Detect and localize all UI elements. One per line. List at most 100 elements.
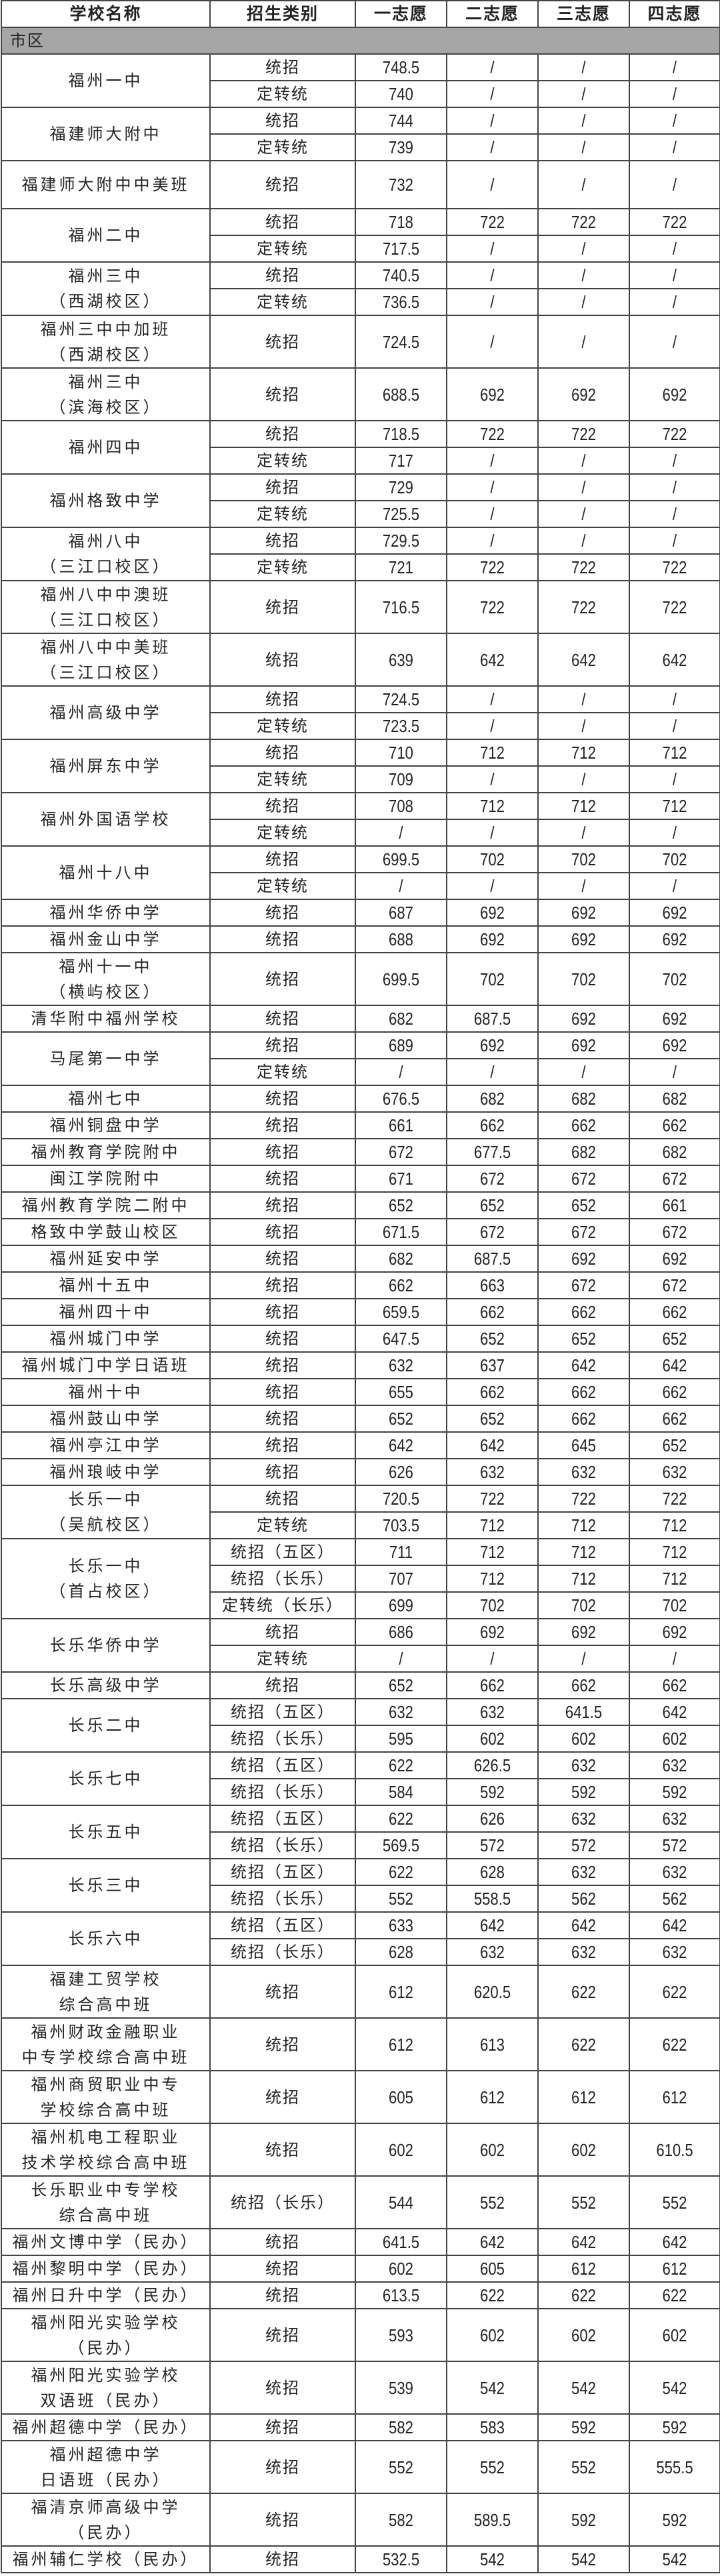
school-name: 福州华侨中学 xyxy=(1,899,211,927)
table-row: 长乐高级中学 统招 652 662 662 662 xyxy=(1,1671,720,1699)
score-choice-1: 744 xyxy=(361,107,441,135)
score-choice-2: / xyxy=(453,107,532,135)
score-choice-3: 642 xyxy=(544,1351,623,1379)
score-choice-4: / xyxy=(635,288,714,316)
score-choice-4: 612 xyxy=(635,2070,714,2124)
score-choice-3: 562 xyxy=(544,1885,623,1913)
school-name: 福州四十中 xyxy=(1,1298,211,1326)
score-choice-2: 558.5 xyxy=(453,1885,532,1913)
school-name: 福州十八中 xyxy=(1,845,211,900)
score-choice-4: 642 xyxy=(635,1911,714,1939)
score-choice-1: 717.5 xyxy=(361,235,441,263)
score-choice-1: 612 xyxy=(361,2017,441,2071)
table-row: 福州教育学院二附中 统招 652 652 652 661 xyxy=(1,1191,720,1219)
score-choice-2: 663 xyxy=(453,1271,532,1299)
admission-type: 统招 xyxy=(209,1351,356,1379)
table-row: 福州屏东中学 统招 710 712 712 712 xyxy=(1,739,720,793)
score-choice-1: / xyxy=(361,1058,441,1086)
admission-type: 统招 xyxy=(209,1138,356,1166)
score-choice-3: 712 xyxy=(544,739,623,767)
score-choice-3: 642 xyxy=(544,1911,623,1939)
school-name: 长乐一中 （吴航校区） xyxy=(1,1485,211,1539)
score-choice-1: 622 xyxy=(361,1805,441,1833)
admission-type: 统招 xyxy=(209,2017,356,2071)
score-choice-1: 699.5 xyxy=(361,845,441,873)
school-name: 福州延安中学 xyxy=(1,1245,211,1273)
score-choice-2: 662 xyxy=(453,1378,532,1406)
score-choice-1: 613.5 xyxy=(361,2281,441,2309)
admission-type: 统招 xyxy=(209,1031,356,1059)
score-choice-1: 740 xyxy=(361,80,441,108)
admission-type: 统招 xyxy=(209,1671,356,1699)
score-choice-1: 622 xyxy=(361,1858,441,1886)
score-choice-1: 582 xyxy=(361,2493,441,2547)
score-choice-1: 642 xyxy=(361,1431,441,1459)
score-choice-1: 662 xyxy=(361,1271,441,1299)
score-choice-2: 642 xyxy=(453,1431,532,1459)
score-choice-2: 687.5 xyxy=(453,1245,532,1273)
score-choice-4: 692 xyxy=(635,925,714,953)
score-choice-1: 725.5 xyxy=(361,500,441,528)
score-choice-4: 622 xyxy=(635,2281,714,2309)
score-choice-1: 671.5 xyxy=(361,1218,441,1246)
score-choice-2: 652 xyxy=(453,1191,532,1219)
school-name: 福州琅岐中学 xyxy=(1,1458,211,1486)
score-choice-4: 642 xyxy=(635,2228,714,2256)
score-choice-4: 662 xyxy=(635,1298,714,1326)
score-choice-4: 692 xyxy=(635,1245,714,1273)
table-row: 定转统 / / / / xyxy=(1,1058,720,1086)
score-choice-1: 602 xyxy=(361,2255,441,2283)
score-choice-3: 662 xyxy=(544,1405,623,1433)
score-choice-1: 688.5 xyxy=(361,367,441,421)
admission-type: 定转统 xyxy=(209,500,356,528)
score-choice-2: / xyxy=(453,288,532,316)
score-choice-3: 682 xyxy=(544,1085,623,1113)
score-choice-3: / xyxy=(544,447,623,475)
school-name: 福州三中 （西湖校区） xyxy=(1,261,211,316)
school-name: 长乐高级中学 xyxy=(1,1671,211,1699)
table-row: 定转统 721 722 722 722 xyxy=(1,553,720,581)
score-choice-2: 672 xyxy=(453,1165,532,1193)
school-name: 福州城门中学日语班 xyxy=(1,1351,211,1379)
score-choice-4: 592 xyxy=(635,1778,714,1806)
score-choice-1: 688 xyxy=(361,925,441,953)
score-choice-4: 542 xyxy=(635,2361,714,2415)
score-choice-2: 613 xyxy=(453,2017,532,2071)
score-choice-2: 622 xyxy=(453,2281,532,2309)
school-name: 福州八中 （三江口校区） xyxy=(1,527,211,581)
school-name: 福州商贸职业中专 学校综合高中班 xyxy=(1,2070,211,2124)
table-row: 定转统 717 / / / xyxy=(1,447,720,475)
score-choice-4: 542 xyxy=(635,2545,714,2573)
school-name: 福州机电工程职业 技术学校综合高中班 xyxy=(1,2123,211,2177)
score-choice-3: 692 xyxy=(544,925,623,953)
score-choice-4: / xyxy=(635,473,714,501)
admission-type: 统招 xyxy=(209,2413,356,2441)
score-choice-4: / xyxy=(635,819,714,847)
score-choice-2: / xyxy=(453,712,532,740)
score-choice-2: 722 xyxy=(453,553,532,581)
school-name: 福清京师高级中学 （民办） xyxy=(1,2493,211,2547)
score-choice-3: 552 xyxy=(544,2175,623,2229)
admission-type: 统招 xyxy=(209,899,356,927)
score-choice-3: / xyxy=(544,685,623,713)
table-row: 统招（长乐） 552 558.5 562 562 xyxy=(1,1885,720,1913)
table-row: 定转统 739 / / / xyxy=(1,133,720,161)
table-row: 定转统 725.5 / / / xyxy=(1,500,720,528)
score-choice-2: 642 xyxy=(453,2228,532,2256)
admission-type: 统招（长乐） xyxy=(209,2175,356,2229)
score-choice-4: 652 xyxy=(635,1325,714,1353)
table-row: 定转统 / / / / xyxy=(1,1645,720,1673)
score-choice-3: 602 xyxy=(544,2308,623,2362)
score-choice-4: / xyxy=(635,107,714,135)
score-choice-3: / xyxy=(544,527,623,555)
table-row: 长乐五中 统招（五区） 622 626 632 632 xyxy=(1,1805,720,1859)
score-choice-3: / xyxy=(544,872,623,900)
score-choice-3: 722 xyxy=(544,1485,623,1513)
admission-type: 统招 xyxy=(209,1165,356,1193)
school-name: 福州教育学院二附中 xyxy=(1,1191,211,1219)
table-row: 定转统 740 / / / xyxy=(1,80,720,108)
score-choice-4: 692 xyxy=(635,1031,714,1059)
table-row: 福建师大附中中美班 统招 732// / xyxy=(1,160,720,209)
score-choice-3: 702 xyxy=(544,1591,623,1619)
score-choice-4: / xyxy=(635,500,714,528)
